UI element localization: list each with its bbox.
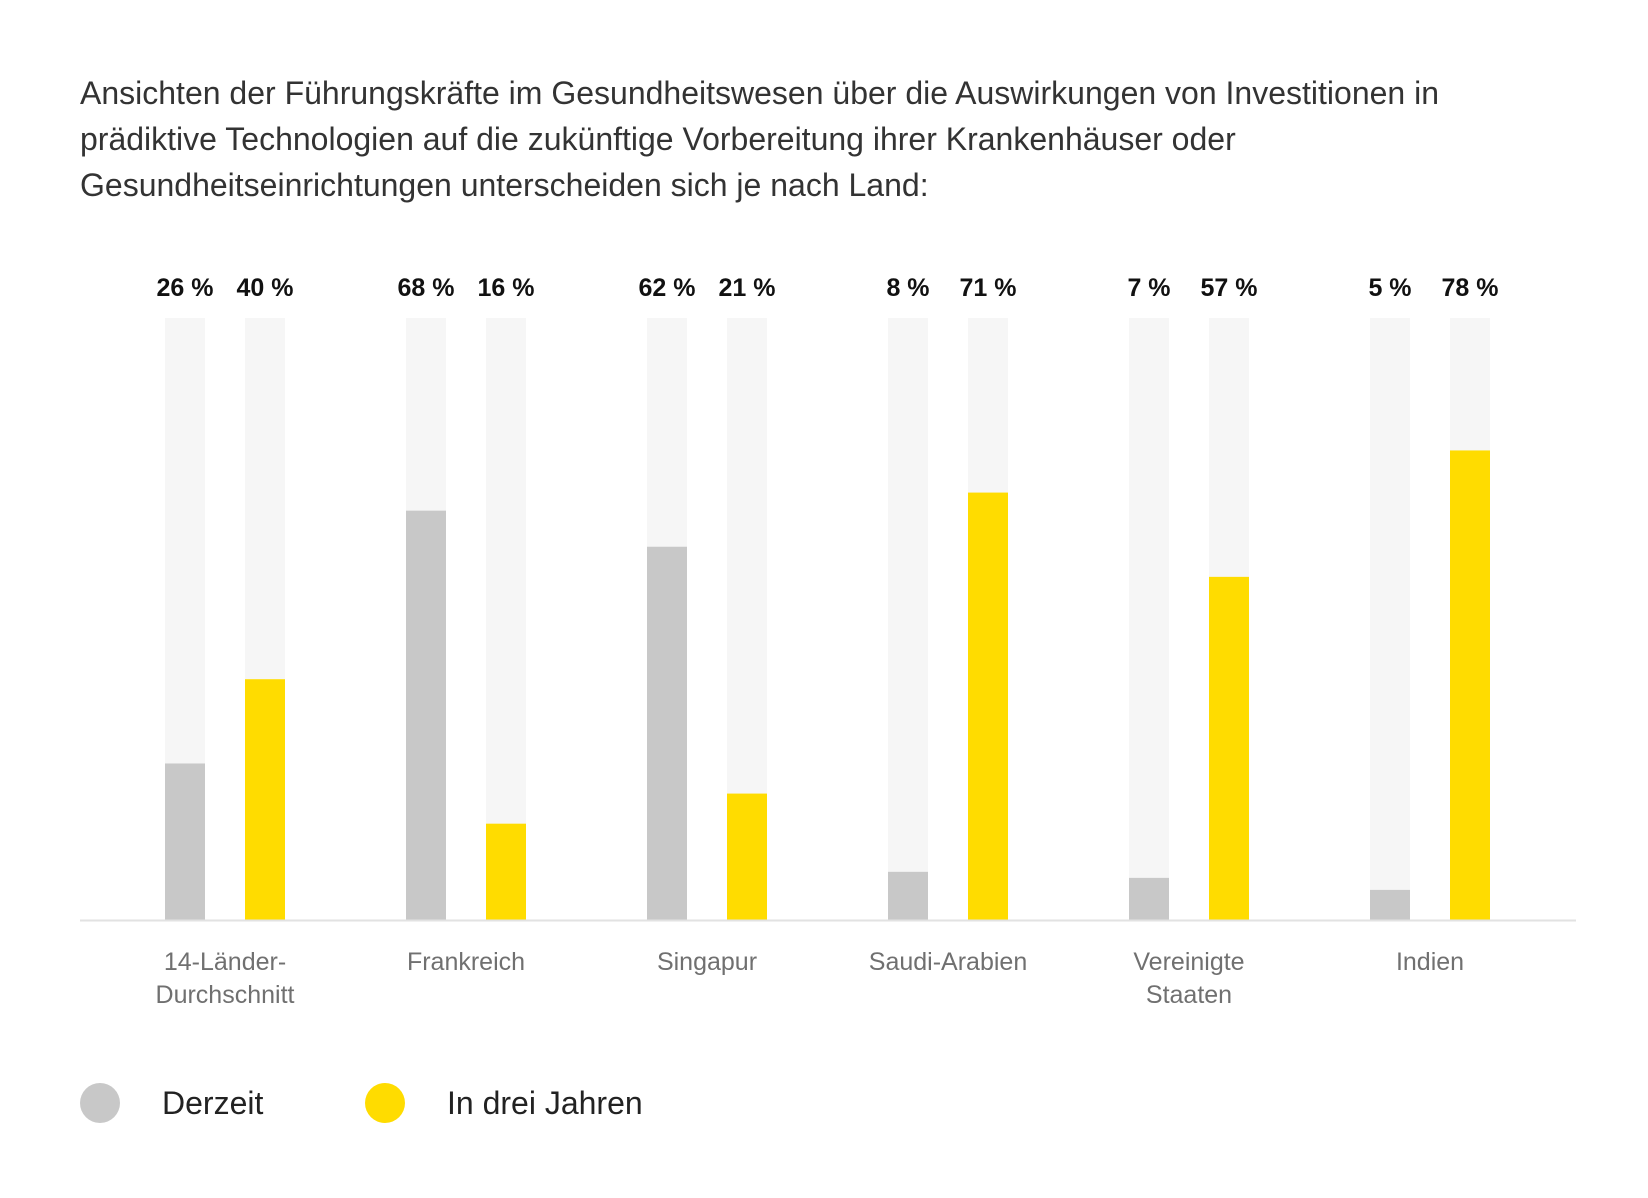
bar-three-years bbox=[1209, 576, 1249, 920]
category-label: Frankreich bbox=[407, 948, 525, 976]
value-label: 16 % bbox=[478, 274, 535, 302]
value-label: 62 % bbox=[639, 274, 696, 302]
category-label: Saudi-Arabien bbox=[869, 948, 1027, 976]
bar-three-years bbox=[1450, 450, 1490, 920]
bar-current bbox=[888, 871, 928, 920]
bar-track bbox=[1370, 318, 1410, 920]
bar-three-years bbox=[968, 492, 1008, 920]
value-label: 78 % bbox=[1442, 274, 1499, 302]
value-label: 21 % bbox=[719, 274, 776, 302]
category-label: Indien bbox=[1396, 948, 1464, 976]
category-label: 14-Länder- bbox=[164, 948, 286, 976]
bar-track bbox=[1129, 318, 1169, 920]
bar-track bbox=[486, 318, 526, 920]
category-label: Singapur bbox=[657, 948, 757, 976]
bar-current bbox=[406, 510, 446, 920]
category-label: Vereinigte bbox=[1133, 948, 1244, 976]
value-label: 57 % bbox=[1201, 274, 1258, 302]
category-label: Staaten bbox=[1146, 981, 1232, 1009]
category-label: Durchschnitt bbox=[156, 981, 295, 1009]
value-label: 5 % bbox=[1368, 274, 1411, 302]
bar-three-years bbox=[245, 679, 285, 920]
bar-three-years bbox=[727, 793, 767, 920]
value-label: 26 % bbox=[157, 274, 214, 302]
bar-current bbox=[1370, 889, 1410, 920]
legend-label: In drei Jahren bbox=[447, 1085, 643, 1121]
value-label: 40 % bbox=[237, 274, 294, 302]
bar-three-years bbox=[486, 823, 526, 920]
value-label: 8 % bbox=[886, 274, 929, 302]
legend-marker bbox=[80, 1083, 120, 1123]
bar-current bbox=[647, 546, 687, 920]
bar-current bbox=[165, 763, 205, 920]
bar-current bbox=[1129, 877, 1169, 920]
chart-title: Ansichten der Führungskräfte im Gesundhe… bbox=[80, 75, 1439, 203]
bar-track bbox=[888, 318, 928, 920]
value-label: 68 % bbox=[398, 274, 455, 302]
legend-label: Derzeit bbox=[162, 1085, 263, 1121]
legend-marker bbox=[365, 1083, 405, 1123]
value-label: 7 % bbox=[1127, 274, 1170, 302]
value-label: 71 % bbox=[960, 274, 1017, 302]
